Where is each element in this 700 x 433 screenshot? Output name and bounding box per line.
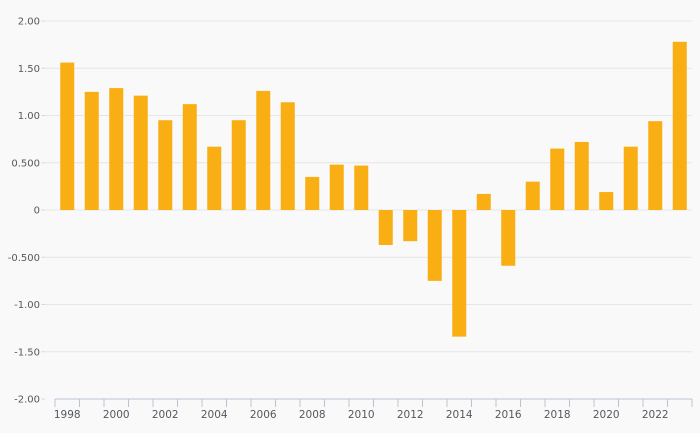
x-axis-label: 2002 <box>152 409 179 421</box>
y-axis-label: -1.00 <box>14 300 40 311</box>
x-axis-label: 2012 <box>397 409 424 421</box>
bar-2014[interactable] <box>452 210 467 337</box>
bar-2010[interactable] <box>354 165 369 210</box>
bar-2020[interactable] <box>599 192 614 210</box>
bar-2001[interactable] <box>133 95 148 210</box>
bar-2018[interactable] <box>550 148 565 210</box>
bar-2013[interactable] <box>427 210 442 281</box>
bar-2023[interactable] <box>672 41 687 210</box>
y-axis-label: 2.00 <box>18 17 40 28</box>
bar-2022[interactable] <box>648 121 663 210</box>
bar-2000[interactable] <box>109 88 124 210</box>
bar-2017[interactable] <box>525 181 540 210</box>
bar-1999[interactable] <box>84 91 99 210</box>
y-axis-label: 1.50 <box>18 64 40 75</box>
bar-2003[interactable] <box>182 104 197 210</box>
y-axis-label: 0.500 <box>11 158 40 169</box>
y-axis-label: -2.00 <box>14 395 40 406</box>
bar-2009[interactable] <box>329 164 344 210</box>
bar-1998[interactable] <box>60 62 75 210</box>
bar-2004[interactable] <box>207 146 222 210</box>
x-axis-label: 2018 <box>544 409 571 421</box>
x-axis-label: 1998 <box>54 409 81 421</box>
bar-2008[interactable] <box>305 176 320 210</box>
x-axis-label: 2006 <box>250 409 277 421</box>
x-axis-label: 2014 <box>446 409 473 421</box>
y-axis-label: 1.00 <box>18 111 40 122</box>
bar-2019[interactable] <box>574 141 589 210</box>
bar-2016[interactable] <box>501 210 516 266</box>
bar-2015[interactable] <box>476 193 491 210</box>
bar-2011[interactable] <box>378 210 393 245</box>
x-axis-label: 2004 <box>201 409 228 421</box>
bar-2007[interactable] <box>280 102 295 210</box>
x-axis-label: 2016 <box>495 409 522 421</box>
bar-2006[interactable] <box>256 90 271 210</box>
bar-2021[interactable] <box>623 146 638 210</box>
x-axis-label: 2010 <box>348 409 375 421</box>
x-axis-label: 2022 <box>642 409 669 421</box>
y-axis-label: -1.50 <box>14 347 40 358</box>
x-axis-label: 2000 <box>103 409 130 421</box>
x-axis-label: 2020 <box>593 409 620 421</box>
x-axis-label: 2008 <box>299 409 326 421</box>
bar-2005[interactable] <box>231 120 246 210</box>
y-axis-label: 0 <box>34 206 40 217</box>
bar-2002[interactable] <box>158 120 173 210</box>
y-axis-label: -0.500 <box>8 253 40 264</box>
bar-2012[interactable] <box>403 210 418 242</box>
